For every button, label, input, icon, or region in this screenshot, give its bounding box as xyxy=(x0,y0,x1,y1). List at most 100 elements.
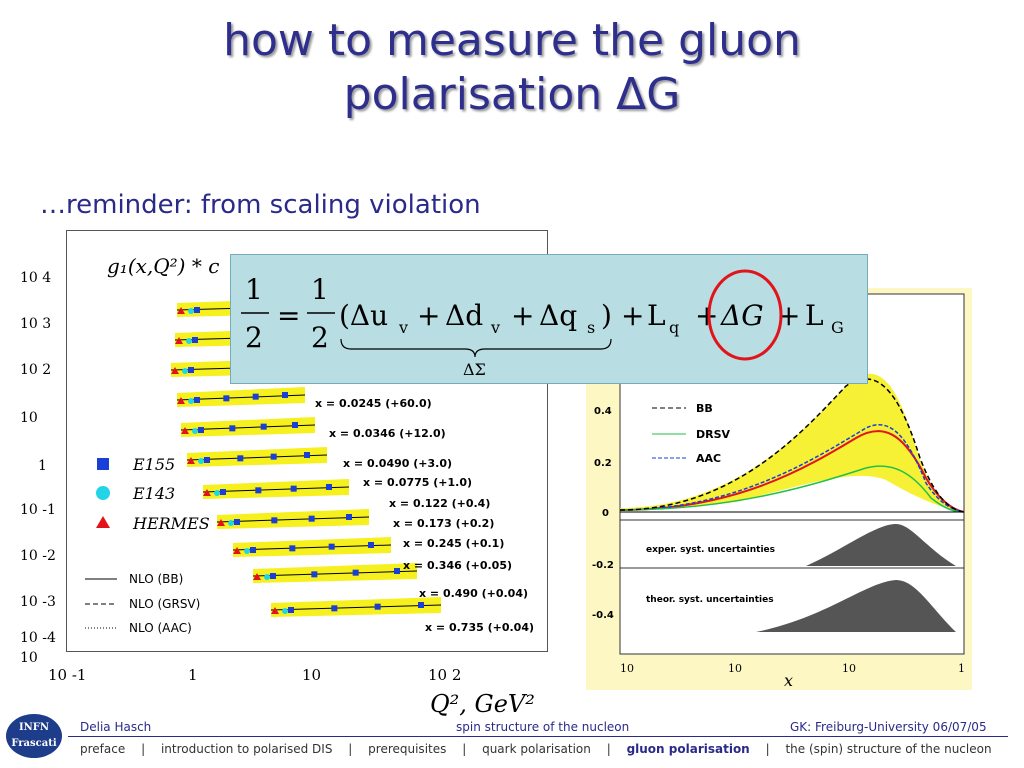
plus-4: + xyxy=(695,299,718,332)
nlo-aac-label: NLO (AAC) xyxy=(129,621,192,635)
e155-point xyxy=(328,543,335,550)
e155-point xyxy=(192,337,198,343)
e155-point xyxy=(271,517,278,524)
footer-topic: spin structure of the nucleon xyxy=(456,720,630,734)
paren-close: ) xyxy=(601,299,612,332)
e155-point xyxy=(326,484,332,490)
e155-point xyxy=(289,545,296,552)
nav-gluon[interactable]: gluon polarisation xyxy=(626,742,750,756)
curve-red xyxy=(619,430,965,513)
frac2-den: 2 xyxy=(311,321,329,354)
nlo-grsv-label: NLO (GRSV) xyxy=(129,597,200,611)
footer-venue: GK: Freiburg-University 06/07/05 xyxy=(790,720,987,734)
hermes-point xyxy=(187,457,195,464)
legend-e155-label: E155 xyxy=(132,455,175,474)
e143-point xyxy=(192,428,198,434)
nav-quark[interactable]: quark polarisation xyxy=(482,742,591,756)
plus-2: + xyxy=(511,299,534,332)
ytick-label: 0 xyxy=(602,508,609,519)
ytick-label: 1 xyxy=(38,458,47,474)
nav-sep: | xyxy=(606,742,611,756)
xtick-label: 10 xyxy=(728,662,742,675)
e155-point xyxy=(229,425,236,432)
section-nav: preface | introduction to polarised DIS … xyxy=(74,742,998,756)
legend-hermes-label: HERMES xyxy=(132,514,210,533)
legend-e155-marker xyxy=(97,458,109,470)
plus-1: + xyxy=(417,299,440,332)
xtick-label: 1 xyxy=(188,666,198,684)
e155-point xyxy=(304,452,310,458)
delta-g-xlabel: x xyxy=(784,671,793,690)
bin-label: x = 0.0775 (+1.0) xyxy=(363,476,472,489)
hermes-point xyxy=(175,337,183,344)
e143-point xyxy=(188,308,194,314)
legend-e143-label: E143 xyxy=(132,484,175,503)
g1-xlabel: Q², GeV² xyxy=(430,690,535,718)
e143-point xyxy=(264,574,270,580)
curve-green xyxy=(619,465,965,513)
e143-point xyxy=(214,490,220,496)
frac1-num: 1 xyxy=(245,273,263,306)
title-line-2: polarisation ΔG xyxy=(343,69,681,120)
equals-sign: = xyxy=(277,299,300,332)
logo-bottom: Frascati xyxy=(11,738,57,749)
e155-point xyxy=(418,602,424,608)
sub-q: q xyxy=(669,318,679,337)
e155-point xyxy=(223,395,230,402)
ytick-label: 10 4 xyxy=(20,270,51,286)
e155-point xyxy=(252,393,259,400)
g1-yticks: 10 4 10 3 10 2 10 1 10 -1 10 -2 10 -3 10… xyxy=(20,270,56,666)
L-G: L xyxy=(805,299,824,332)
bin-label: x = 0.0346 (+12.0) xyxy=(329,427,446,440)
frac1-den: 2 xyxy=(245,321,263,354)
e143-point xyxy=(186,338,192,344)
hermes-point xyxy=(177,397,185,404)
bin-label: x = 0.173 (+0.2) xyxy=(393,517,494,530)
ytick-label: 10 xyxy=(20,650,38,666)
legend-e143-marker xyxy=(96,486,110,500)
nav-prereq[interactable]: prerequisites xyxy=(368,742,447,756)
sub-G: G xyxy=(831,318,844,337)
ytick-label: 10 xyxy=(20,410,38,426)
nav-preface[interactable]: preface xyxy=(80,742,126,756)
bin-label: x = 0.490 (+0.04) xyxy=(419,587,528,600)
ytick-label: 0.2 xyxy=(594,458,612,469)
slide-title: how to measure the gluon polarisation ΔG xyxy=(0,14,1024,122)
logo-top: INFN xyxy=(18,722,50,733)
bin-label: x = 0.735 (+0.04) xyxy=(425,621,534,634)
infn-logo: INFN Frascati xyxy=(6,714,62,758)
nlo-curve xyxy=(202,486,350,493)
legend-drsv: DRSV xyxy=(696,428,731,441)
delta-sigma: ΔΣ xyxy=(463,360,486,379)
e143-point xyxy=(188,398,194,404)
g1-plot-title: g₁(x,Q²) * c xyxy=(107,254,219,278)
hermes-point xyxy=(233,547,241,554)
hermes-point xyxy=(203,489,211,496)
legend-hermes-marker xyxy=(96,516,110,528)
delta-g-plot-svg: exper. syst. uncertainties theor. syst. … xyxy=(592,293,965,690)
ytick-label: -0.2 xyxy=(592,560,614,571)
theor-syst-band xyxy=(756,580,956,632)
e155-point xyxy=(394,568,400,574)
sub-v2: v xyxy=(490,318,500,337)
nav-spin-structure[interactable]: the (spin) structure of the nucleon xyxy=(785,742,992,756)
legend-aac: AAC xyxy=(696,452,721,465)
e155-point xyxy=(194,397,200,403)
ytick-label: 10 2 xyxy=(20,362,51,378)
nlo-bb-label: NLO (BB) xyxy=(129,572,183,586)
nav-intro[interactable]: introduction to polarised DIS xyxy=(160,742,333,756)
e155-point xyxy=(260,423,267,430)
hermes-point xyxy=(253,573,261,580)
ytick-label: 10 -3 xyxy=(20,594,56,610)
formula-svg: 1 2 = 1 2 (Δu v + Δd v + Δq s ) + L q + … xyxy=(241,269,844,379)
hermes-point xyxy=(217,519,225,526)
e155-point xyxy=(331,605,338,612)
frac2-num: 1 xyxy=(311,273,329,306)
e155-point xyxy=(250,547,256,553)
e155-point xyxy=(282,392,288,398)
e155-point xyxy=(288,607,294,613)
e143-point xyxy=(198,458,204,464)
e155-point xyxy=(374,603,381,610)
nlo-curve xyxy=(232,544,392,551)
e155-point xyxy=(292,422,298,428)
